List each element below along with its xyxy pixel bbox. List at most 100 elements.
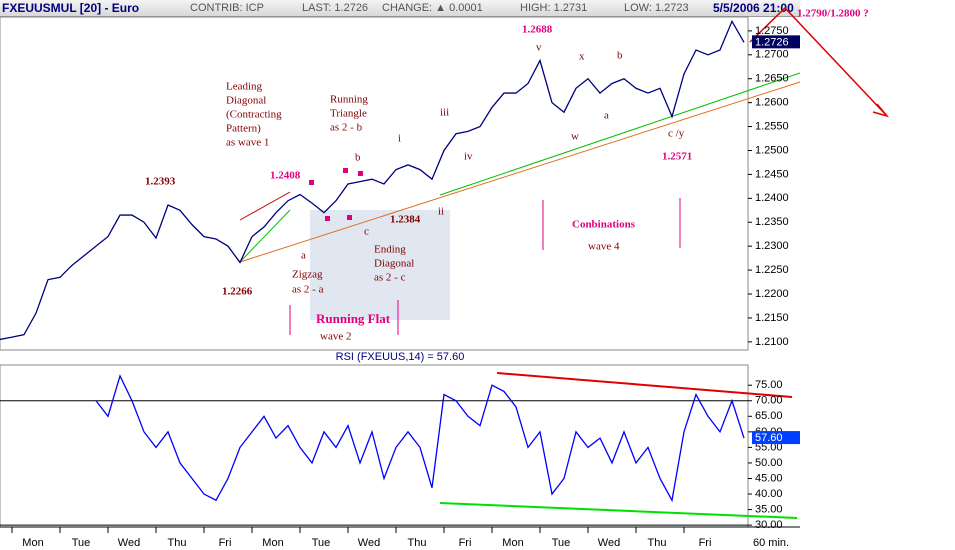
annotation: Diagonal [226,95,266,107]
x-tick-label: Tue [312,537,331,549]
y-tick-label: 1.2750 [755,25,789,37]
trend-line [239,81,801,263]
annotation: b [617,50,623,62]
y-tick-label: 1.2350 [755,216,789,228]
annotation: 1.2408 [270,170,301,182]
x-tick-label: Mon [262,537,283,549]
x-tick-label: Fri [699,537,712,549]
x-tick-label: Tue [72,537,91,549]
annotation: Running [330,94,368,106]
x-tick-label: Thu [648,537,667,549]
wave-markers [309,168,363,221]
annotation: a [604,110,609,122]
x-tick-label: Fri [219,537,232,549]
watermark [310,210,450,320]
series-line [95,374,745,503]
annotation: x [579,51,585,63]
change: CHANGE: ▲ 0.0001 [382,2,483,14]
x-axis-label: 60 min. [753,537,789,549]
annotation: v [536,42,542,54]
y-tick-label: 65.00 [755,410,783,422]
rsi-frame [0,364,749,528]
annotation: 1.2266 [222,286,253,298]
y-tick-label: 1.2600 [755,97,789,109]
annotation: as 2 - c [374,272,406,284]
y-tick-label: 1.2250 [755,264,789,276]
current-value: 57.60 [755,432,783,444]
low: LOW: 1.2723 [624,2,689,14]
rsi-trend [439,502,798,519]
annotation: as 2 - b [330,122,363,134]
y-tick-label: 1.2150 [755,312,789,324]
annotation: i [398,133,401,145]
trend-line [439,72,801,196]
x-tick-label: Mon [22,537,43,549]
annotation: c /y [668,128,685,140]
annotation: as 2 - a [292,284,324,296]
current-box [752,431,800,445]
y-tick-label: 1.2200 [755,288,789,300]
header-bar: FXEUUSMUL [20] - Euro CONTRIB: ICP LAST:… [0,0,800,17]
annotation: 1.2384 [390,214,421,226]
panel-title: RSI (FXEUUS,14) = 57.60 [336,351,465,363]
y-tick-label: 1.2400 [755,192,789,204]
price-frame [0,16,749,351]
annotation: 1.2571 [662,151,692,163]
y-tick-label: 50.00 [755,457,783,469]
trend-line [239,191,291,221]
annotation: Ending [374,244,406,256]
series-line [0,19,745,341]
timestamp: 5/5/2006 21:00 [713,1,794,15]
annotation: w [571,131,579,143]
projection-arrow [749,6,890,118]
y-tick-label: 1.2550 [755,120,789,132]
annotation: b [355,152,361,164]
annotation: 1.2790/1.2800 ? [797,8,869,20]
y-tick-label: 1.2500 [755,144,789,156]
annotation: Triangle [330,108,367,120]
y-tick-label: 55.00 [755,441,783,453]
annotation: a [301,250,306,262]
y-tick-label: 1.2450 [755,168,789,180]
wave-brackets [289,198,681,335]
annotation: as wave 1 [226,137,269,149]
x-tick-label: Tue [552,537,571,549]
high: HIGH: 1.2731 [520,2,588,14]
symbol-title: FXEUUSMUL [20] - Euro [2,1,140,15]
annotation: wave 2 [320,331,351,343]
current-box [752,35,800,49]
y-tick-label: 1.2700 [755,49,789,61]
y-tick-label: 35.00 [755,503,783,515]
x-tick-label: Wed [358,537,380,549]
annotation: c [364,226,369,238]
y-tick-label: 70.00 [755,395,783,407]
last: LAST: 1.2726 [302,2,369,14]
annotation: (Contracting [226,109,282,121]
x-tick-label: Mon [502,537,523,549]
annotation: ii [438,206,444,218]
y-tick-label: 40.00 [755,488,783,500]
annotation: Diagonal [374,258,414,270]
x-tick-label: Thu [408,537,427,549]
annotation: iv [464,151,473,163]
x-tick-label: Fri [459,537,472,549]
annotation: wave 4 [588,241,620,253]
y-tick-label: 1.2100 [755,336,789,348]
x-tick-label: Wed [118,537,140,549]
x-tick-label: Thu [168,537,187,549]
y-tick-label: 1.2650 [755,73,789,85]
rsi-trend [496,372,793,398]
trend-line [239,209,291,263]
annotation: Pattern) [226,123,261,135]
annotation: Conbinations [572,219,636,231]
annotation: 1.2688 [522,24,553,36]
contrib: CONTRIB: ICP [190,2,264,14]
y-tick-label: 75.00 [755,379,783,391]
annotation: Running Flat [316,311,391,326]
y-tick-label: 30.00 [755,519,783,531]
current-value: 1.2726 [755,36,789,48]
y-tick-label: 45.00 [755,472,783,484]
y-tick-label: 1.2300 [755,240,789,252]
